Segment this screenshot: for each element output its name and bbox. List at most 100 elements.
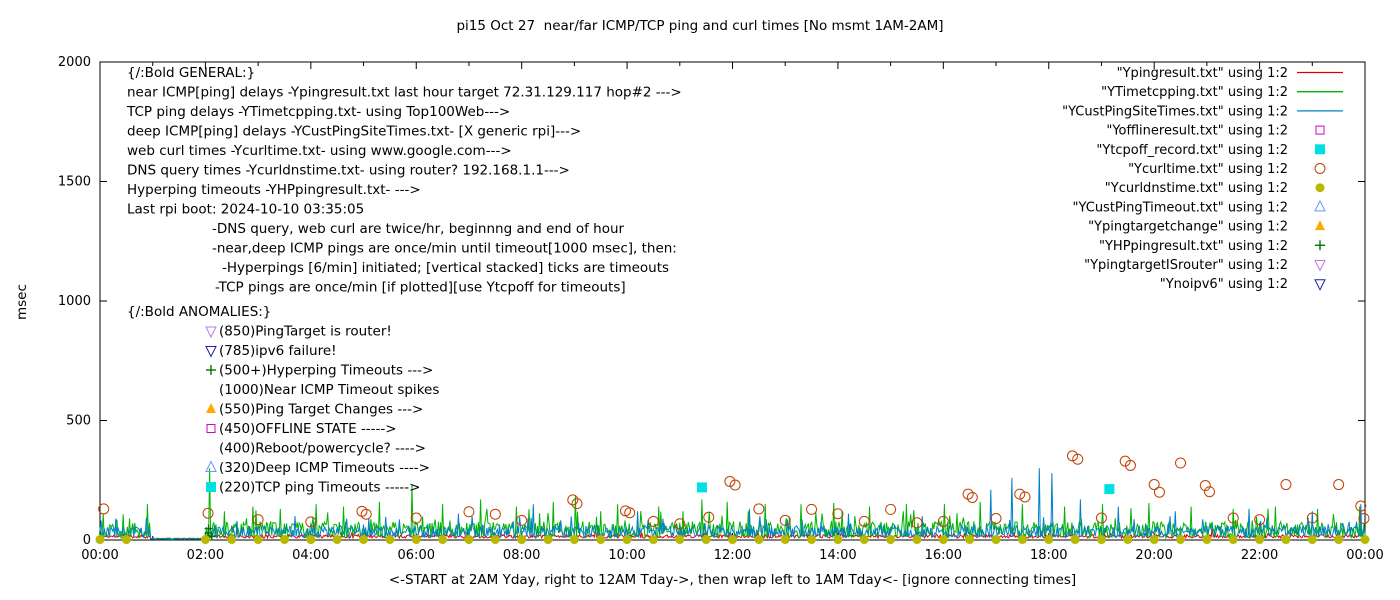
marker-circle-open — [966, 491, 978, 503]
marker-circle-open — [202, 507, 214, 519]
marker-circle-open — [1254, 514, 1266, 526]
x-tick-label: 06:00 — [398, 548, 435, 563]
marker-triangle-up-filled — [1315, 220, 1325, 231]
marker-circle-open — [858, 515, 870, 527]
marker-circle-open — [1153, 486, 1165, 498]
marker-circle-filled — [1017, 535, 1027, 545]
marker-circle-open — [990, 512, 1002, 524]
marker-circle-filled — [1202, 535, 1212, 545]
annotation-general-line: DNS query times -Ycurldnstime.txt- using… — [127, 163, 570, 179]
marker-circle-open — [1333, 479, 1345, 491]
marker-circle-filled — [121, 535, 131, 545]
series-YTimetcpping — [99, 468, 1366, 540]
marker-circle-filled — [1334, 535, 1344, 545]
legend-label: "Ycurldnstime.txt" using 1:2 — [1105, 181, 1288, 196]
marker-circle-filled — [1123, 535, 1133, 545]
marker-circle-open — [1355, 500, 1367, 512]
marker-circle-open — [1280, 479, 1292, 491]
series-Ytcpoff_record — [696, 482, 1115, 495]
x-tick-label: 00:00 — [81, 548, 118, 563]
annotation-general-line: -near,deep ICMP pings are once/min until… — [212, 241, 677, 257]
line-YTimetcpping — [99, 468, 1366, 540]
marker-circle-open — [779, 514, 791, 526]
marker-circle-open — [98, 503, 110, 515]
annotation-anomaly-line: (320)Deep ICMP Timeouts ----> — [219, 460, 430, 476]
annotation-general-line: TCP ping delays -YTimetcpping.txt- using… — [126, 104, 510, 120]
marker-triangle-down-open — [1314, 260, 1326, 272]
legend-label: "YCustPingTimeout.txt" using 1:2 — [1073, 200, 1288, 215]
marker-circle-filled — [728, 535, 737, 545]
marker-circle-open — [703, 511, 715, 523]
marker-circle-filled — [279, 535, 289, 545]
marker-circle-open — [647, 515, 659, 527]
annotation-general-line: -DNS query, web curl are twice/hr, begin… — [212, 221, 625, 237]
marker-square-filled — [1104, 484, 1115, 495]
legend-label: "Ytcpoff_record.txt" using 1:2 — [1096, 143, 1288, 158]
marker-circle-open — [1314, 163, 1326, 174]
marker-triangle-up-open — [205, 460, 217, 472]
annotation-anomaly-line: (550)Ping Target Changes ---> — [219, 402, 423, 418]
marker-circle-filled — [1149, 535, 1159, 545]
marker-circle-open — [1014, 488, 1026, 500]
marker-circle-filled — [1070, 535, 1080, 545]
legend-label: "YCustPingSiteTimes.txt" using 1:2 — [1062, 104, 1288, 119]
annotation-anomaly-line: (850)PingTarget is router! — [219, 324, 392, 340]
annotation-general-line: deep ICMP[ping] delays -YCustPingSiteTim… — [127, 124, 581, 140]
marker-circle-open — [305, 516, 317, 528]
legend: "Ypingresult.txt" using 1:2 "YTimetcpping… — [1062, 66, 1343, 292]
y-tick-label: 0 — [83, 533, 91, 548]
marker-circle-open — [360, 508, 372, 520]
legend-label: "YTimetcpping.txt" using 1:2 — [1101, 85, 1288, 100]
annotation-general-line: {/:Bold GENERAL:} — [127, 65, 255, 81]
annotation-anomaly-line: (450)OFFLINE STATE -----> — [219, 421, 397, 437]
marker-circle-filled — [385, 535, 395, 545]
annotation-general-line: Hyperping timeouts -YHPpingresult.txt- -… — [127, 182, 421, 198]
marker-circle-open — [911, 517, 923, 529]
annotation-general-line: Last rpi boot: 2024-10-10 03:35:05 — [127, 202, 364, 218]
x-tick-label: 10:00 — [608, 548, 645, 563]
line-YCustPingSiteTimes — [99, 468, 1366, 540]
marker-circle-open — [1227, 512, 1239, 524]
annotation-anomaly-line: (400)Reboot/powercycle? ----> — [219, 441, 426, 457]
y-tick-label: 500 — [66, 414, 91, 429]
marker-circle-open — [806, 503, 818, 515]
marker-circle-filled — [359, 535, 369, 545]
marker-circle-open — [885, 503, 897, 515]
annotations: {/:Bold GENERAL:} near ICMP[ping] delays … — [126, 65, 682, 496]
marker-circle-filled — [1176, 535, 1186, 545]
y-axis: 0 500 1000 1500 2000 — [58, 55, 1365, 548]
marker-circle-filled — [1228, 535, 1238, 545]
marker-circle-filled — [859, 535, 869, 545]
marker-circle-filled — [807, 535, 817, 545]
marker-circle-open — [1072, 453, 1084, 465]
x-tick-label: 04:00 — [292, 548, 329, 563]
x-tick-label: 12:00 — [714, 548, 751, 563]
marker-circle-open — [1124, 459, 1136, 471]
marker-circle-open — [729, 479, 741, 491]
marker-circle-filled — [306, 535, 316, 545]
marker-circle-filled — [1315, 183, 1325, 193]
legend-label: "Ypingresult.txt" using 1:2 — [1117, 66, 1288, 81]
marker-circle-open — [1066, 450, 1078, 462]
chart-title: pi15 Oct 27 near/far ICMP/TCP ping and c… — [456, 18, 944, 34]
marker-triangle-up-filled — [206, 403, 216, 413]
marker-circle-open — [1095, 512, 1107, 524]
x-tick-label: 14:00 — [819, 548, 856, 563]
legend-label: "Ycurltime.txt" using 1:2 — [1128, 162, 1288, 177]
marker-circle-open — [624, 507, 636, 519]
marker-circle-open — [1199, 480, 1211, 492]
annotation-anomaly-line: (785)ipv6 failure! — [219, 343, 337, 359]
marker-circle-open — [674, 518, 686, 530]
x-tick-label: 08:00 — [503, 548, 540, 563]
marker-circle-open — [937, 515, 949, 527]
x-tick-label: 18:00 — [1030, 548, 1067, 563]
marker-circle-open — [463, 506, 475, 518]
x-tick-label: 16:00 — [925, 548, 962, 563]
annotation-general-line: -TCP pings are once/min [if plotted][use… — [215, 280, 626, 296]
y-tick-label: 2000 — [58, 55, 91, 70]
marker-triangle-down-open — [1314, 279, 1326, 291]
marker-circle-open — [567, 494, 579, 506]
legend-label: "YHPpingresult.txt" using 1:2 — [1099, 239, 1288, 254]
marker-circle-open — [1148, 479, 1160, 491]
